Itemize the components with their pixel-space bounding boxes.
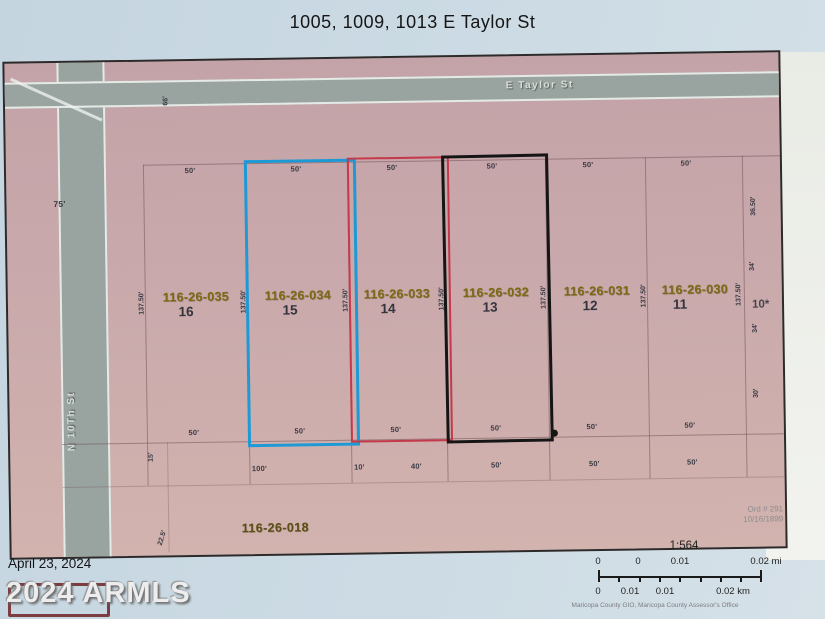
scale-tick-label: 0.01 [620,586,640,597]
scale-tick [598,570,600,582]
dim-label: 50' [586,422,598,432]
dim-label: 34' [748,261,757,271]
scale-ratio: 1:564 [669,540,699,552]
dim-label: 10' [353,462,365,472]
scale-tick [639,577,641,582]
dim-label: 50' [686,457,698,467]
parcel-lot-number: 13 [482,299,498,315]
ordinance-note: Ord # 291 10/16/1899 [695,504,783,525]
dim-label: 75' [53,198,66,210]
parcel-apn: 116-26-030 [661,282,729,298]
scale-tick-label: 0.01 [655,586,675,597]
dim-label: 40' [410,461,422,471]
scale-tick-label: 0.01 [670,556,690,567]
lot-grid-line [142,164,149,486]
scale-tick-label: 0.02 km [716,586,750,597]
capture-date: April 23, 2024 [8,556,92,571]
dim-label: 66' [162,96,170,106]
dim-label: 50' [490,423,502,433]
dim-label: 50' [386,162,398,173]
scale-tick [740,577,742,582]
parcel-lot-number: 16 [178,303,194,320]
parcel-lot-number: 15 [282,302,298,318]
armls-watermark: 2024 ARMLS [6,577,191,609]
dim-label: 50' [684,420,696,430]
street-name-e-taylor: E Taylor St [505,79,574,92]
lot-grid-line [167,442,170,553]
dim-label: 50' [582,160,594,170]
scale-tick [659,577,661,582]
dim-label: 50' [588,458,600,469]
dim-label: 50' [188,427,200,438]
dim-label: 50' [290,164,302,174]
parcel-lot-number: 11 [672,296,688,312]
scale-bar: 1:564 0 0 0.01 0.02 mi 0 0.01 0.01 0.02 … [572,540,808,615]
scale-tick-label: 0 [595,586,601,597]
dim-label: 50' [490,460,502,470]
lot-grid-line [741,155,748,477]
parcel-lot-number: 12 [582,297,598,314]
dim-label: 50' [390,424,402,435]
watermark-box [8,583,110,617]
scale-tick [679,577,681,582]
map-attribution: Maricopa County GIO, Maricopa County Ass… [571,602,739,609]
dim-label: 50' [294,426,306,436]
dim-label: 30' [752,388,760,398]
dim-label: 15' [147,452,155,462]
dim-label: 36.50' [749,196,758,216]
dim-label: 50' [486,161,498,171]
dim-label: 34' [751,323,759,333]
partial-lot-number: 10* [751,298,770,311]
plat-map: E Taylor St N 10Th St 50' 50' 50' 50' 50… [2,50,788,560]
scale-tick [618,577,620,582]
street-name-n-10th: N 10Th St [65,391,78,452]
dim-label: 50' [184,165,196,176]
dim-label: 50' [680,158,692,168]
parcel-lot-number: 14 [380,300,396,317]
scale-tick-label: 0 [635,556,641,567]
street-vertical-band [56,62,112,557]
scale-tick [700,577,702,582]
lot-grid-line [644,157,651,479]
scale-tick-label: 0.02 mi [750,556,782,567]
page-title: 1005, 1009, 1013 E Taylor St [289,12,536,32]
scale-tick [720,577,722,582]
scale-tick [760,570,762,582]
dim-label: 100' [251,463,268,474]
ordinance-date: 10/16/1899 [743,514,784,524]
scale-tick-label: 0 [595,556,601,567]
highlight-corner-dot [550,429,558,437]
parcel-apn-south: 116-26-018 [241,520,310,536]
lot-grid-line [62,476,785,488]
